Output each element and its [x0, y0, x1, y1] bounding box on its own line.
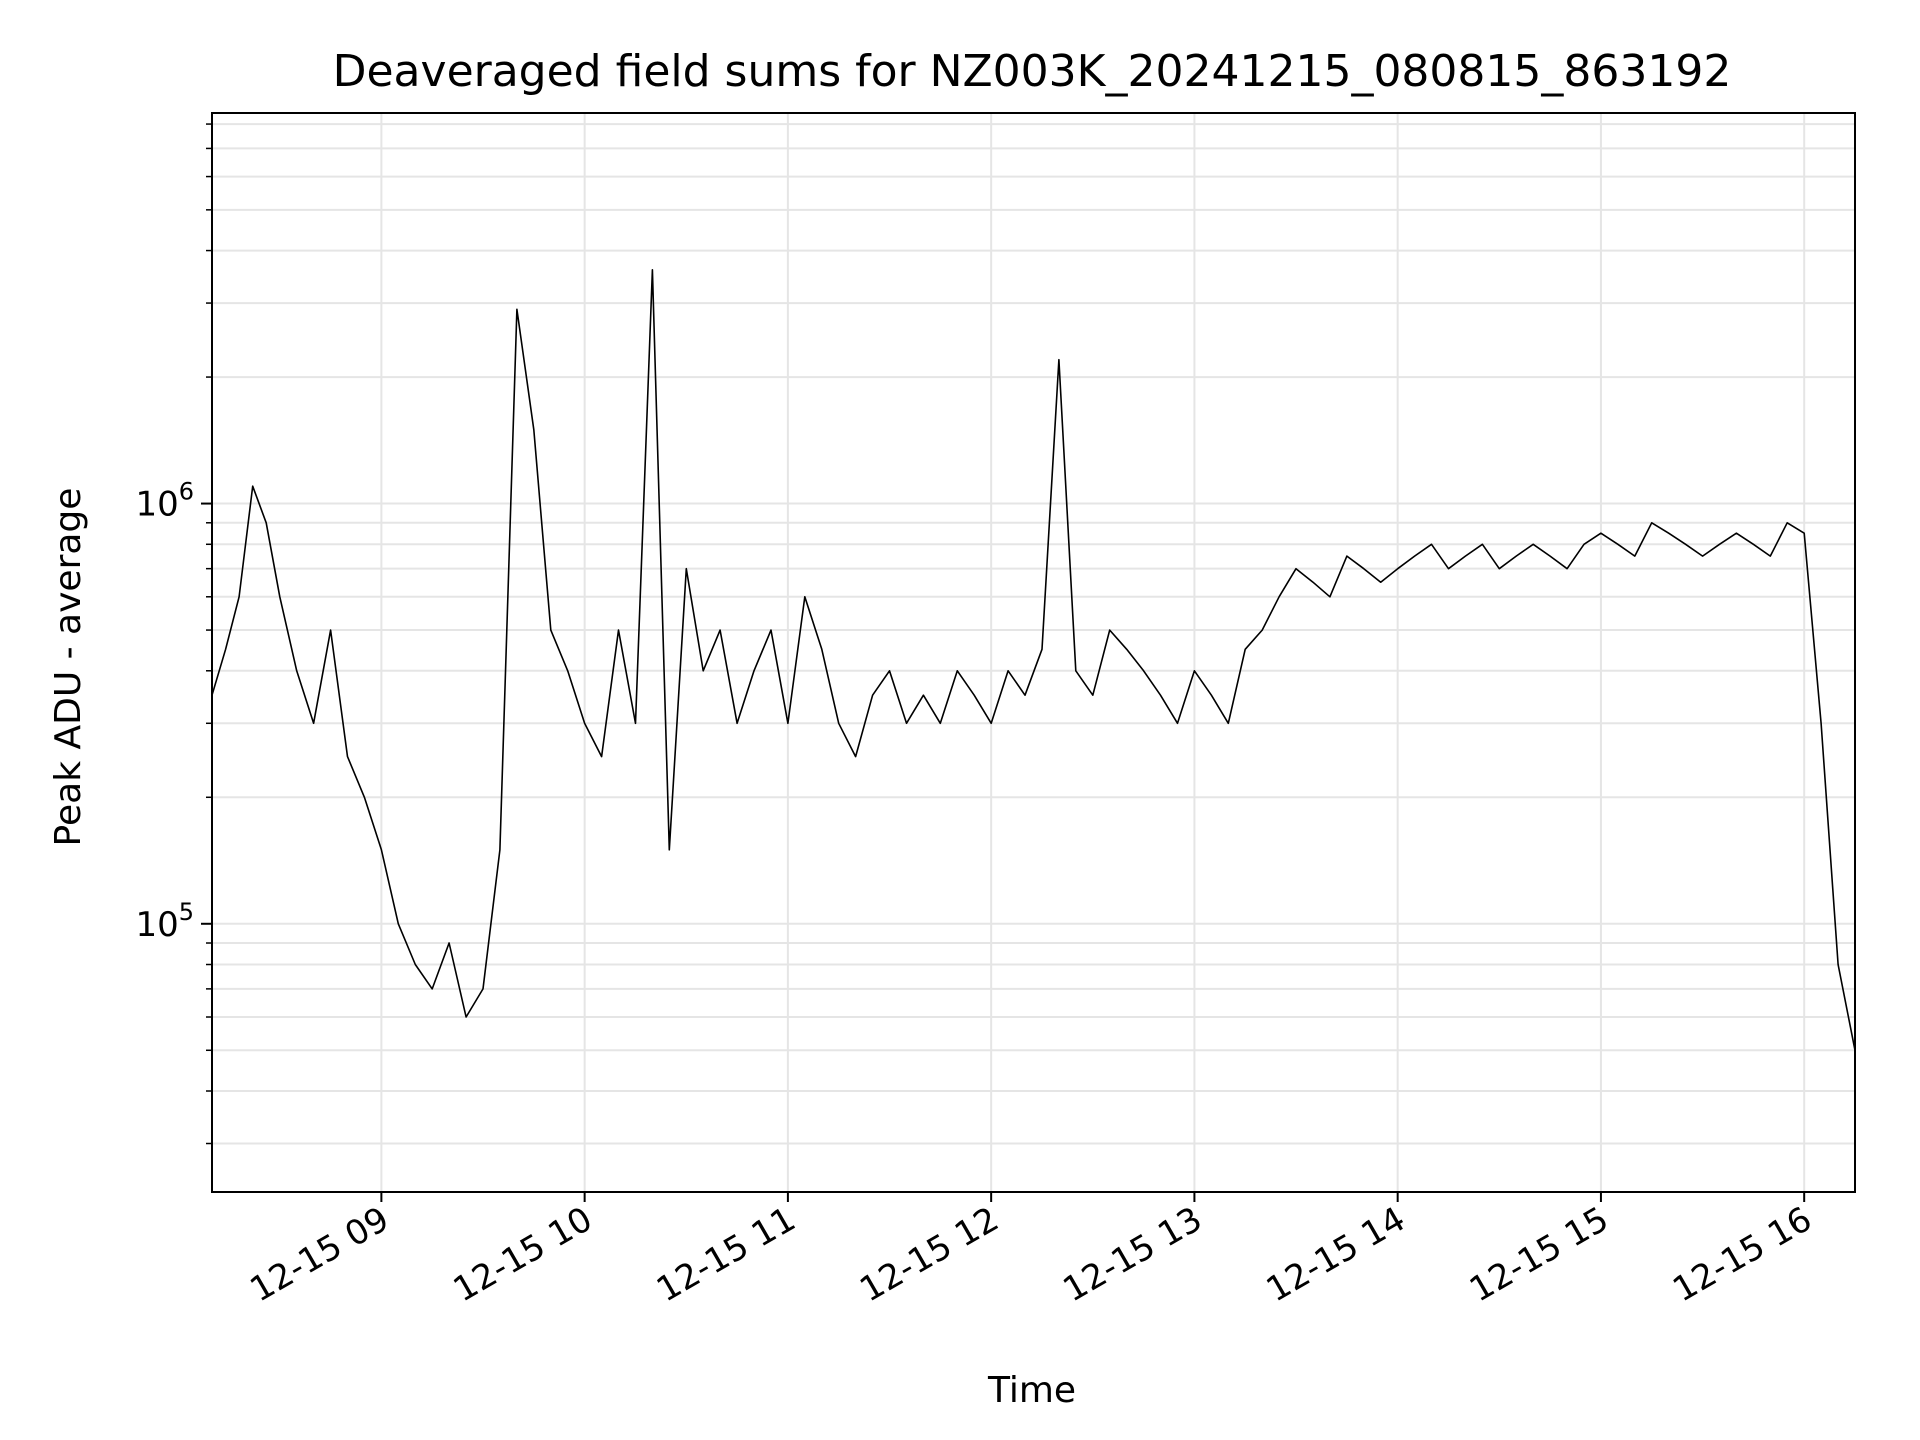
y-tick-label: 106	[135, 478, 194, 525]
y-tick-label: 105	[135, 898, 194, 945]
series-line	[211, 268, 1856, 1051]
grid	[212, 113, 1855, 1192]
chart-title: Deaveraged field sums for NZ003K_2024121…	[333, 46, 1732, 97]
y-axis-label: Peak ADU - average	[48, 488, 89, 847]
x-axis-label: Time	[987, 1370, 1076, 1411]
y-axis-ticks: 105 106	[135, 123, 212, 1145]
plot-frame	[211, 112, 1856, 1193]
series-layer	[211, 268, 1856, 1051]
